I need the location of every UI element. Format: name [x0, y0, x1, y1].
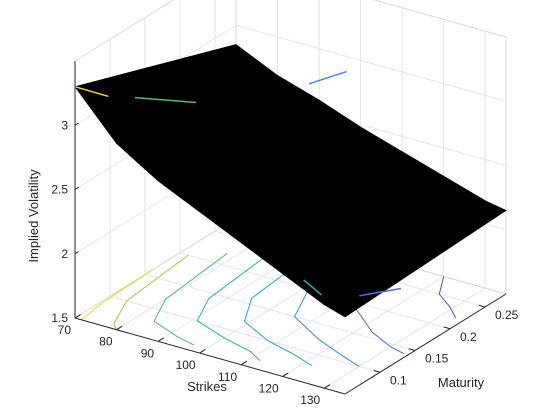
x-tick	[200, 350, 206, 353]
z-axis-label: Implied Volatility	[26, 169, 41, 263]
x-tick-label: 80	[99, 335, 113, 349]
surface-highlight	[309, 72, 347, 84]
z-tick-label: 2	[61, 247, 68, 261]
y-tick	[479, 305, 485, 307]
y-tick-label: 0.1	[390, 373, 407, 387]
z-tick-label: 2.5	[51, 183, 68, 197]
x-tick	[117, 326, 123, 329]
y-tick	[409, 349, 415, 351]
z-tick	[75, 123, 79, 125]
x-tick	[324, 385, 330, 388]
z-tick-label: 1.5	[51, 311, 68, 325]
y-tick-label: 0.25	[495, 308, 519, 322]
x-tick-label: 120	[259, 381, 279, 395]
y-tick	[444, 327, 450, 329]
x-tick-label: 130	[300, 393, 320, 407]
contour-line	[81, 270, 152, 320]
z-tick-label: 3	[61, 118, 68, 132]
x-tick	[283, 373, 289, 376]
z-tick	[75, 316, 79, 318]
x-tick-label: 70	[58, 323, 72, 337]
x-tick	[241, 361, 247, 364]
x-tick-label: 100	[176, 358, 196, 372]
y-axis-label: Maturity	[438, 375, 485, 390]
box-edge	[236, 0, 506, 37]
y-tick-label: 0.15	[425, 352, 449, 366]
x-axis-label: Strikes	[187, 379, 227, 394]
x-tick-label: 90	[141, 346, 155, 360]
x-tick	[158, 338, 164, 341]
y-tick	[374, 371, 380, 373]
z-tick	[75, 187, 79, 189]
z-tick	[75, 252, 79, 254]
y-tick-label: 0.2	[460, 330, 477, 344]
box-edge	[75, 218, 236, 318]
